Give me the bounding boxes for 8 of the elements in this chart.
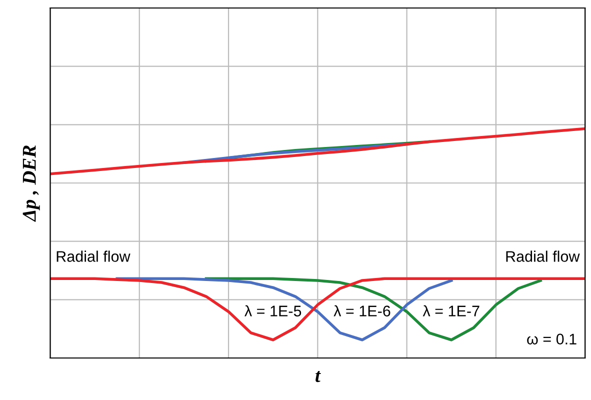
series-label: λ = 1E-5	[244, 305, 302, 316]
annotation: ω = 0.1	[527, 334, 576, 344]
y-axis-title: Δp , DER	[22, 146, 40, 222]
series-label: λ = 1E-7	[422, 305, 480, 316]
series-label: λ = 1E-6	[334, 305, 390, 316]
x-axis-title: t	[316, 370, 321, 382]
annotation: Radial flow	[506, 250, 580, 262]
annotation: Radial flow	[56, 250, 130, 262]
